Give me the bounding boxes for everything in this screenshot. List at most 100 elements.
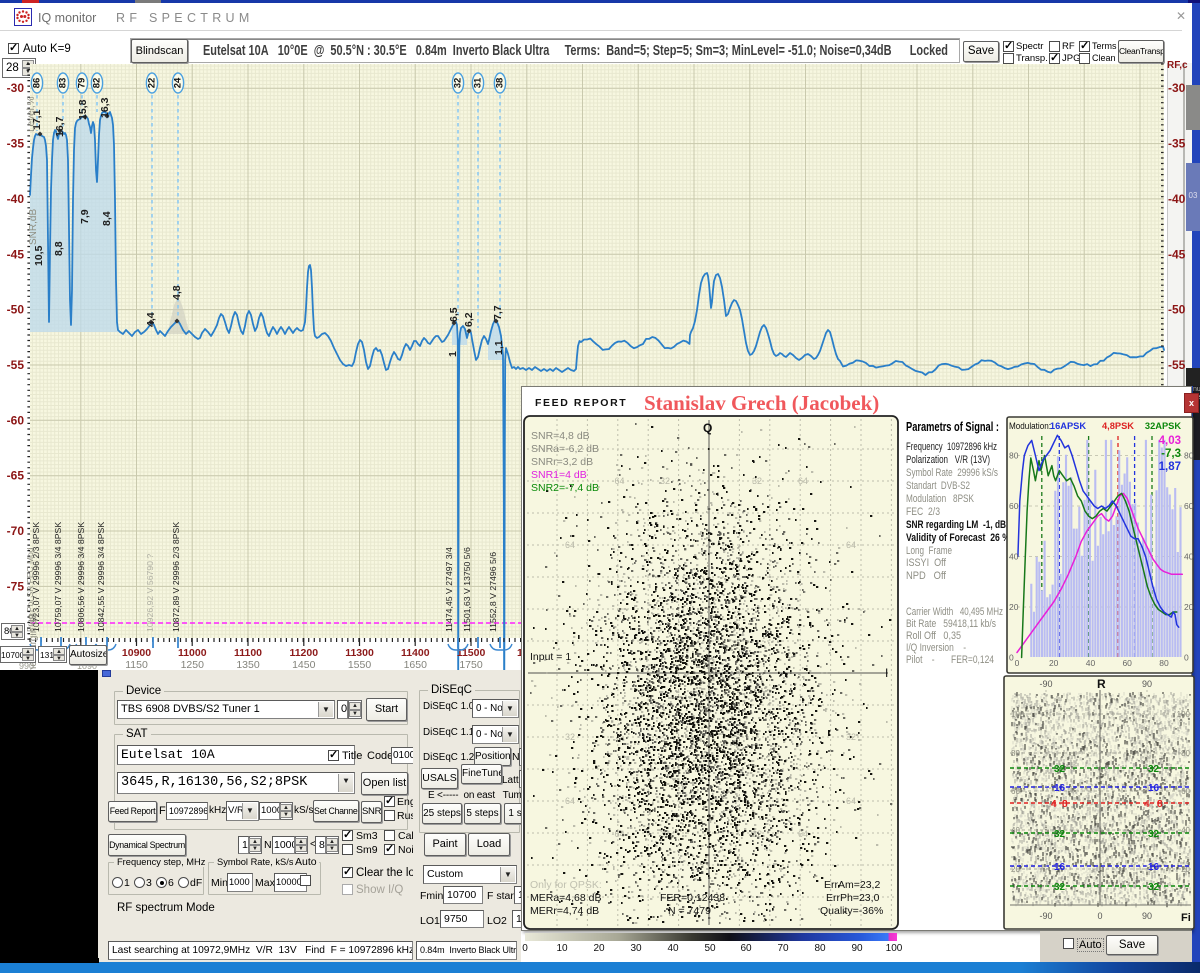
- svg-text:ISSYI Off: ISSYI Off: [906, 557, 947, 569]
- svg-text:Quality=-36%: Quality=-36%: [820, 905, 883, 917]
- svg-text:Eutelsat 10A 10°0E @ 50.5°: Eutelsat 10A 10°0E @ 50.5°N : 30.5°E 0.8…: [203, 43, 948, 59]
- svg-text:11000: 11000: [178, 647, 207, 659]
- svg-text:32: 32: [752, 476, 762, 486]
- svg-text:11500: 11500: [457, 647, 486, 659]
- svg-text:-7,3: -7,3: [1161, 448, 1181, 460]
- svg-text:15,8: 15,8: [77, 99, 89, 120]
- svg-text:32: 32: [1148, 764, 1160, 775]
- svg-text:17,1: 17,1: [31, 109, 43, 130]
- svg-text:4: 4: [1144, 799, 1150, 810]
- svg-text:10,5: 10,5: [33, 245, 45, 266]
- svg-text:20: 20: [1181, 865, 1190, 874]
- svg-text:Modulation 8PSK: Modulation 8PSK: [906, 493, 974, 505]
- svg-text:8: 8: [1157, 799, 1163, 810]
- svg-text:16APSK: 16APSK: [1050, 421, 1086, 431]
- svg-text:79: 79: [77, 78, 88, 89]
- svg-text:I: I: [885, 666, 888, 680]
- svg-text:11501,63 V 13750 5/6: 11501,63 V 13750 5/6: [462, 547, 472, 632]
- svg-text:1450: 1450: [292, 659, 316, 671]
- svg-text:1: 1: [447, 351, 459, 357]
- svg-text:Input = 1: Input = 1: [530, 651, 571, 663]
- svg-text:1650: 1650: [404, 659, 428, 671]
- svg-text:Carrier Width 40,495 MHz: Carrier Width 40,495 MHz: [906, 606, 1003, 618]
- svg-text:10723,07 V 29996 2/3 8PSK: 10723,07 V 29996 2/3 8PSK: [31, 522, 41, 632]
- svg-text:-40: -40: [1168, 192, 1186, 206]
- svg-text:-55: -55: [1168, 358, 1186, 372]
- svg-text:10926,92 V 56790 ?: 10926,92 V 56790 ?: [145, 554, 155, 632]
- svg-text:40: 40: [667, 943, 679, 954]
- svg-text:990: 990: [19, 661, 34, 671]
- svg-text:NPD Off: NPD Off: [906, 570, 947, 582]
- svg-text:60: 60: [1009, 501, 1019, 511]
- svg-text:-35: -35: [1168, 137, 1186, 151]
- svg-text:100: 100: [886, 943, 903, 954]
- svg-text:SNRr=3,2 dB: SNRr=3,2 dB: [531, 456, 593, 468]
- svg-text:6,5: 6,5: [448, 307, 460, 322]
- svg-text:16,7: 16,7: [54, 116, 66, 137]
- svg-text:Standart DVB-S2: Standart DVB-S2: [906, 480, 970, 492]
- svg-text:80: 80: [1009, 451, 1019, 461]
- svg-text:10: 10: [556, 943, 568, 954]
- svg-text:16: 16: [1054, 783, 1066, 794]
- svg-text:SNR2=-7,4 dB: SNR2=-7,4 dB: [531, 482, 599, 494]
- svg-text:8,8: 8,8: [53, 241, 65, 256]
- svg-text:Only for QPSK:: Only for QPSK:: [530, 879, 602, 891]
- svg-text:64: 64: [798, 829, 808, 839]
- svg-text:ErrPh=23,0: ErrPh=23,0: [826, 892, 880, 904]
- svg-text:-64: -64: [611, 476, 624, 486]
- svg-text:0: 0: [522, 943, 528, 954]
- svg-text:6,2: 6,2: [463, 312, 475, 327]
- svg-text:60: 60: [740, 943, 752, 954]
- svg-text:8: 8: [1062, 799, 1068, 810]
- svg-text:-50: -50: [1168, 303, 1186, 317]
- svg-text:4,03: 4,03: [1159, 435, 1181, 447]
- svg-text:20: 20: [1049, 658, 1059, 668]
- svg-text:64: 64: [565, 796, 575, 806]
- svg-text:11200: 11200: [289, 647, 318, 659]
- svg-text:1550: 1550: [348, 659, 372, 671]
- svg-text:83: 83: [58, 78, 69, 89]
- svg-text:SNR=4,8 dB: SNR=4,8 dB: [531, 430, 590, 442]
- svg-text:-35: -35: [7, 137, 25, 151]
- svg-text:40: 40: [1011, 826, 1020, 835]
- svg-text:40: 40: [1009, 552, 1019, 562]
- svg-text:-90: -90: [1039, 679, 1052, 689]
- svg-text:11400: 11400: [401, 647, 430, 659]
- svg-text:32: 32: [1148, 882, 1160, 893]
- svg-text:90: 90: [1142, 911, 1152, 921]
- svg-text:-55: -55: [7, 358, 25, 372]
- svg-text:40: 40: [1086, 658, 1096, 668]
- svg-text:31: 31: [473, 77, 484, 88]
- svg-text:Symbol Rate 29996 kS/s: Symbol Rate 29996 kS/s: [906, 467, 998, 479]
- svg-text:70: 70: [777, 943, 789, 954]
- svg-text:10759,07 V 29996 3/4 8PSK: 10759,07 V 29996 3/4 8PSK: [53, 522, 63, 632]
- svg-text:SNRa=-6,2 dB: SNRa=-6,2 dB: [531, 443, 599, 455]
- svg-text:Bit Rate 59418,11 kb/s: Bit Rate 59418,11 kb/s: [906, 618, 996, 630]
- svg-text:Validity of Forecast 26 %: Validity of Forecast 26 %: [906, 532, 1010, 544]
- svg-text:16,3: 16,3: [99, 97, 111, 118]
- svg-text:100: 100: [1011, 710, 1025, 719]
- svg-text:38: 38: [495, 78, 506, 89]
- svg-text:7,7: 7,7: [492, 305, 504, 320]
- svg-text:0: 0: [1009, 653, 1014, 663]
- svg-text:-40: -40: [7, 192, 25, 206]
- svg-text:N = 7479: N = 7479: [668, 905, 711, 917]
- svg-text:0: 0: [1184, 653, 1189, 663]
- svg-text:32: 32: [1054, 882, 1066, 893]
- svg-text:-60: -60: [7, 413, 25, 427]
- svg-text:10842,55 V 29996 3/4 8PSK: 10842,55 V 29996 3/4 8PSK: [96, 522, 106, 632]
- svg-text:1090: 1090: [77, 661, 97, 671]
- svg-text:16: 16: [1054, 862, 1066, 873]
- svg-text:Parametrs of Signal :: Parametrs of Signal :: [906, 420, 999, 434]
- svg-text:60: 60: [1122, 658, 1132, 668]
- svg-text:100: 100: [1177, 710, 1191, 719]
- svg-text:-45: -45: [7, 247, 25, 261]
- svg-text:-64: -64: [611, 829, 624, 839]
- svg-text:90: 90: [851, 943, 863, 954]
- svg-text:Polarization V/R (13V): Polarization V/R (13V): [906, 454, 990, 466]
- svg-text:32: 32: [752, 829, 762, 839]
- svg-text:Frequency 10972896 kHz: Frequency 10972896 kHz: [906, 441, 997, 453]
- svg-text:1150: 1150: [125, 659, 148, 671]
- svg-text:80: 80: [1181, 749, 1190, 758]
- svg-text:50: 50: [704, 943, 716, 954]
